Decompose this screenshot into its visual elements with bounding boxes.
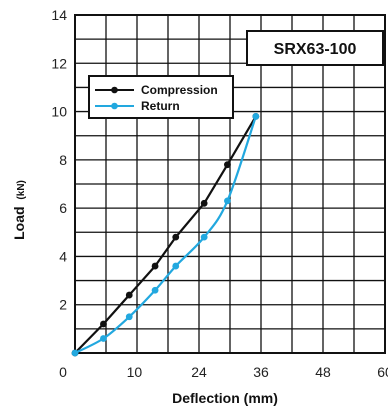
y-tick-label: 12 <box>51 55 67 71</box>
data-point-return <box>100 335 107 342</box>
x-tick-labels: 0 10 24 36 48 60 <box>59 364 388 380</box>
y-tick-label: 2 <box>59 297 67 313</box>
y-axis-label: Load <box>11 206 27 239</box>
data-point-compression <box>151 262 159 270</box>
legend-return-label: Return <box>141 99 180 113</box>
y-axis-unit: (kN) <box>16 180 27 199</box>
x-tick-label: 10 <box>127 364 143 380</box>
y-tick-label: 10 <box>51 104 67 120</box>
data-point-compression <box>200 199 208 207</box>
data-point-return <box>252 113 260 120</box>
data-point-return <box>224 197 231 205</box>
model-annotation: SRX63-100 <box>246 30 384 66</box>
data-point-compression <box>172 233 180 241</box>
data-point-return <box>151 286 159 294</box>
x-tick-label: 48 <box>315 364 331 380</box>
data-point-compression <box>224 161 231 169</box>
y-tick-labels: 2 4 6 8 10 12 14 <box>51 7 67 313</box>
series-line-compression <box>74 115 257 354</box>
series-group <box>71 113 260 357</box>
data-point-compression <box>125 291 133 299</box>
legend-compression-marker <box>111 86 118 94</box>
svg-text:Load (kN): Load (kN) <box>11 180 27 240</box>
data-point-return <box>71 349 79 357</box>
legend-compression-label: Compression <box>141 83 218 97</box>
x-axis-label: Deflection (mm) <box>172 390 278 406</box>
data-point-return <box>125 313 133 321</box>
data-point-return <box>200 233 208 241</box>
x-tick-label: 0 <box>59 364 67 380</box>
legend-return-marker <box>111 102 118 110</box>
x-tick-label: 24 <box>191 364 207 380</box>
legend-box <box>88 75 234 119</box>
y-tick-label: 14 <box>51 7 67 23</box>
data-point-return <box>172 262 180 270</box>
series-line-return <box>74 116 257 354</box>
model-label: SRX63-100 <box>274 41 357 58</box>
y-tick-label: 8 <box>59 152 67 168</box>
data-point-compression <box>100 320 107 328</box>
plot-frame <box>74 14 386 354</box>
x-tick-label: 60 <box>377 364 388 380</box>
x-tick-label: 36 <box>253 364 269 380</box>
model-box <box>246 30 384 66</box>
legend: Compression Return <box>88 75 234 119</box>
y-tick-label: 4 <box>59 248 67 264</box>
y-tick-label: 6 <box>59 200 67 216</box>
